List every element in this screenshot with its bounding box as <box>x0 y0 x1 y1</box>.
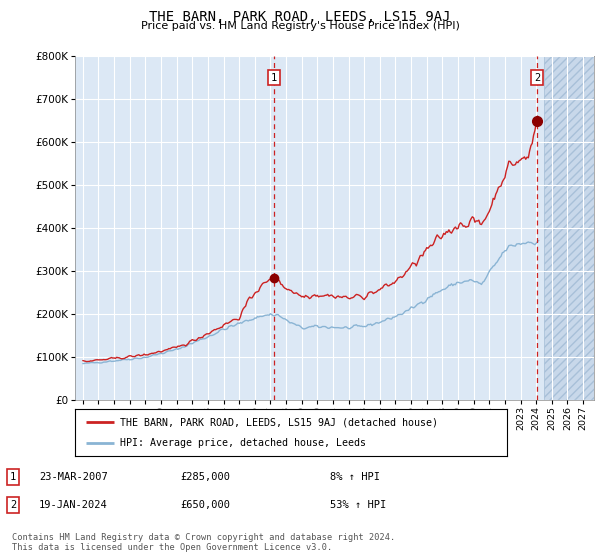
Bar <box>544 56 594 400</box>
Text: THE BARN, PARK ROAD, LEEDS, LS15 9AJ (detached house): THE BARN, PARK ROAD, LEEDS, LS15 9AJ (de… <box>121 417 439 427</box>
Text: Price paid vs. HM Land Registry's House Price Index (HPI): Price paid vs. HM Land Registry's House … <box>140 21 460 31</box>
Text: 8% ↑ HPI: 8% ↑ HPI <box>330 472 380 482</box>
Bar <box>544 56 594 400</box>
Text: 2: 2 <box>534 73 540 82</box>
Text: 1: 1 <box>10 472 16 482</box>
Text: HPI: Average price, detached house, Leeds: HPI: Average price, detached house, Leed… <box>121 438 367 448</box>
Text: 23-MAR-2007: 23-MAR-2007 <box>39 472 108 482</box>
Text: £650,000: £650,000 <box>180 500 230 510</box>
Text: £285,000: £285,000 <box>180 472 230 482</box>
Text: 19-JAN-2024: 19-JAN-2024 <box>39 500 108 510</box>
Text: This data is licensed under the Open Government Licence v3.0.: This data is licensed under the Open Gov… <box>12 543 332 552</box>
Text: 2: 2 <box>10 500 16 510</box>
Text: Contains HM Land Registry data © Crown copyright and database right 2024.: Contains HM Land Registry data © Crown c… <box>12 533 395 542</box>
Text: 53% ↑ HPI: 53% ↑ HPI <box>330 500 386 510</box>
Text: 1: 1 <box>271 73 277 82</box>
Text: THE BARN, PARK ROAD, LEEDS, LS15 9AJ: THE BARN, PARK ROAD, LEEDS, LS15 9AJ <box>149 10 451 24</box>
